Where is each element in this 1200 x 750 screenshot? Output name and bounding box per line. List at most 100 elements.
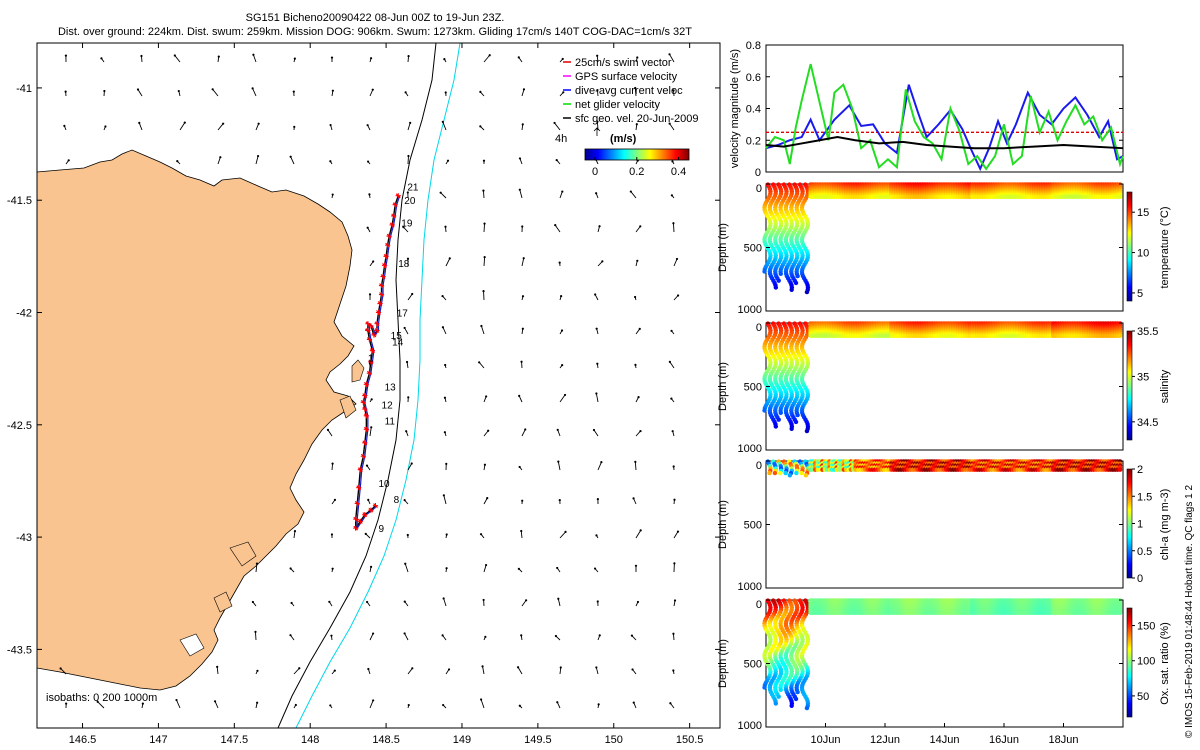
track-point	[389, 222, 395, 228]
map-y-tick-label: -42	[16, 308, 32, 320]
vector-arrow-head	[217, 55, 220, 58]
vector-arrow-head	[255, 562, 259, 565]
glider-track	[353, 193, 401, 531]
vector-arrow-head	[594, 293, 597, 296]
vector-arrow-head	[632, 701, 635, 704]
land-tasmania	[37, 149, 357, 691]
section-dot	[789, 703, 794, 708]
track-line-blue	[356, 195, 401, 531]
island	[339, 395, 357, 419]
vector-arrow	[369, 633, 374, 641]
map-x-tick-label: 146.5	[69, 734, 97, 746]
depth-tick-label: 500	[744, 382, 762, 394]
vector-arrow	[404, 633, 409, 641]
vector-arrow-head	[445, 533, 448, 536]
depth-tick-label: 1000	[738, 304, 762, 316]
vector-arrow-head	[671, 430, 674, 433]
bay	[179, 633, 205, 657]
vector-arrow-head	[483, 463, 487, 466]
isobath-label: isobaths: 0 200 1000m	[46, 692, 157, 704]
vector-arrow-head	[673, 498, 676, 501]
vector-arrow-head	[561, 57, 564, 61]
vector-arrow-head	[366, 226, 369, 229]
vector-arrow-head	[406, 191, 409, 194]
vector-arrow	[669, 123, 675, 131]
vector-arrow-head	[447, 668, 451, 671]
vector-arrow-head	[366, 600, 369, 604]
vector-arrow-head	[672, 632, 675, 635]
depth-axis-label: Depth (m)	[717, 223, 729, 272]
section-dot	[762, 408, 767, 413]
vector-arrow-head	[446, 159, 450, 162]
vector-arrow	[404, 327, 409, 335]
map-axes: 146.5 147 147.5 148 148.5 149 149.5 150 150.5-41…	[7, 43, 720, 746]
section-dot	[776, 694, 781, 699]
vector-arrow-head	[289, 567, 292, 570]
vector-arrow	[483, 54, 491, 63]
map-x-tick-label: 150.5	[676, 734, 704, 746]
colorbar-label: salinity	[1159, 369, 1171, 403]
vector-arrow-head	[333, 669, 336, 672]
vector-arrow-head	[634, 363, 637, 366]
vector-arrow	[521, 600, 527, 607]
vector-arrow-head	[522, 88, 526, 91]
section-dot	[1117, 333, 1123, 339]
vector-arrow-head	[176, 160, 179, 163]
vector-arrow	[673, 531, 679, 539]
section-colorbar	[1126, 468, 1133, 579]
vector-arrow-head	[173, 54, 176, 57]
track-point	[395, 193, 401, 199]
vector-arrow	[554, 122, 561, 131]
vector-arrow-head	[331, 567, 334, 570]
vector-arrow-head	[289, 634, 292, 637]
section-dot	[776, 417, 781, 422]
vector-arrow-head	[406, 533, 409, 537]
day-label: 19	[401, 219, 413, 230]
vector-arrow	[369, 700, 374, 709]
vector-arrow-head	[404, 562, 407, 565]
vector-arrow-head	[634, 86, 637, 90]
section-dot	[799, 470, 804, 476]
track-point	[354, 500, 360, 507]
vector-arrow-head	[484, 635, 487, 638]
colorbar-tick-label: 1.5	[1137, 491, 1152, 503]
legend-entry: 25cm/s swim vector	[575, 57, 672, 69]
vector-arrow-head	[370, 426, 373, 429]
vector-arrow-head	[557, 597, 560, 600]
velocity-y-label: velocity magnitude (m/s)	[729, 49, 741, 168]
vector-arrow-head	[367, 498, 370, 501]
vector-arrow-head	[555, 158, 558, 162]
title-line-2: Dist. over ground: 224km. Dist. swum: 25…	[58, 26, 692, 38]
vector-arrow-head	[372, 632, 375, 635]
vector-arrow	[252, 88, 257, 97]
vector-arrow-head	[630, 634, 634, 637]
colorbar-tick-label: 35.5	[1137, 326, 1158, 338]
vector-arrow-head	[445, 462, 448, 465]
vector-arrow-head	[560, 329, 564, 332]
vector-arrow-head	[596, 498, 599, 501]
section-dot	[793, 280, 799, 286]
vector-arrow-head	[67, 159, 70, 162]
vector-arrow-head	[403, 499, 406, 502]
vector-arrow	[407, 122, 411, 131]
vector-arrow-head	[592, 428, 596, 432]
vector-arrow	[407, 668, 413, 675]
track-point	[369, 348, 376, 354]
vector-arrow-head	[601, 260, 604, 263]
vector-arrow	[407, 293, 413, 301]
vector-arrow-head	[634, 564, 638, 567]
vector-arrow	[137, 89, 143, 97]
vector-arrow-head	[256, 701, 259, 704]
vector-arrow-head	[441, 294, 444, 298]
vector-arrow-head	[403, 326, 406, 330]
vector-arrow-head	[445, 567, 448, 570]
vector-arrow	[217, 157, 221, 165]
vector-arrow-head	[252, 53, 255, 56]
vector-arrow-head	[479, 125, 482, 128]
track-point	[363, 381, 369, 387]
section-dot	[793, 696, 799, 702]
colorbar-tick-label: 15	[1137, 207, 1149, 219]
legend-entry: net glider velocity	[575, 99, 660, 111]
